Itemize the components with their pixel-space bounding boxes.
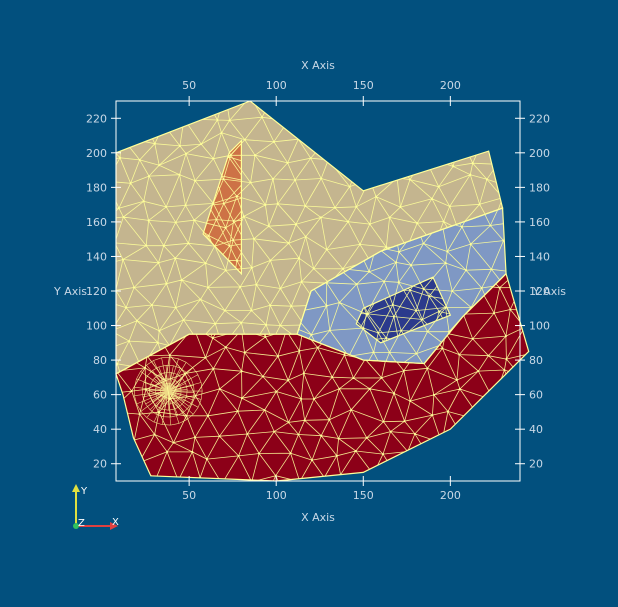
y-tick-label-left: 200 bbox=[86, 147, 107, 160]
x-tick-label-top: 200 bbox=[440, 79, 461, 92]
y-ticks-left: 20 40 60 80 100 120 140 160 180 200 220 bbox=[86, 112, 121, 471]
y-tick-label-left: 40 bbox=[93, 423, 107, 436]
x-tick-label-bottom: 150 bbox=[353, 489, 374, 502]
orientation-axes-widget: Y X Z bbox=[72, 484, 119, 530]
x-ticks-bottom: 50 100 150 200 bbox=[182, 476, 461, 502]
y-tick-label-left: 60 bbox=[93, 389, 107, 402]
y-tick-label-left: 20 bbox=[93, 458, 107, 471]
y-tick-label-right: 200 bbox=[529, 147, 550, 160]
red-region bbox=[116, 273, 529, 481]
y-tick-label-right: 160 bbox=[529, 216, 550, 229]
x-tick-label-top: 100 bbox=[266, 79, 287, 92]
x-tick-label-top: 50 bbox=[182, 79, 196, 92]
y-tick-label-right: 60 bbox=[529, 389, 543, 402]
x-arrowhead-icon bbox=[110, 522, 118, 530]
x-tick-label-bottom: 200 bbox=[440, 489, 461, 502]
z-arrow-icon bbox=[73, 523, 79, 529]
y-tick-label-left: 100 bbox=[86, 320, 107, 333]
y-tick-label-right: 80 bbox=[529, 354, 543, 367]
x-axis-label-bottom: X Axis bbox=[301, 511, 335, 524]
x-ticks-top: 50 100 150 200 bbox=[182, 79, 461, 106]
y-tick-label-left: 180 bbox=[86, 181, 107, 194]
y-ticks-right: 20 40 60 80 100 120 140 160 180 200 220 bbox=[515, 112, 550, 471]
y-tick-label-left: 120 bbox=[86, 285, 107, 298]
y-tick-label-left: 160 bbox=[86, 216, 107, 229]
y-tick-label-left: 140 bbox=[86, 250, 107, 263]
y-tick-label-right: 40 bbox=[529, 423, 543, 436]
x-tick-label-bottom: 100 bbox=[266, 489, 287, 502]
light-blue-region bbox=[297, 208, 507, 364]
y-arrowhead-icon bbox=[72, 484, 80, 492]
y-tick-label-right: 120 bbox=[529, 285, 550, 298]
x-axis-label-top: X Axis bbox=[301, 59, 335, 72]
axes-grid: 50 100 150 200 50 100 150 200 20 40 60 80 100 120 14… bbox=[53, 59, 566, 524]
y-tick-label-right: 220 bbox=[529, 112, 550, 125]
orientation-y-label: Y bbox=[80, 486, 88, 497]
dark-blue-region bbox=[356, 277, 451, 343]
mesh-boundary bbox=[115, 100, 530, 482]
x-tick-label-bottom: 50 bbox=[182, 489, 196, 502]
y-tick-label-right: 180 bbox=[529, 181, 550, 194]
y-tick-label-right: 100 bbox=[529, 320, 550, 333]
tan-region bbox=[116, 101, 503, 374]
y-tick-label-right: 140 bbox=[529, 250, 550, 263]
y-tick-label-right: 20 bbox=[529, 458, 543, 471]
y-axis-label-right: Y Axis bbox=[532, 285, 566, 298]
orientation-x-label: X bbox=[112, 517, 119, 528]
x-tick-label-top: 150 bbox=[353, 79, 374, 92]
y-axis-label-left: Y Axis bbox=[53, 285, 87, 298]
y-tick-label-left: 80 bbox=[93, 354, 107, 367]
orientation-z-label: Z bbox=[78, 518, 85, 529]
y-tick-label-left: 220 bbox=[86, 112, 107, 125]
mesh-regions bbox=[116, 101, 529, 481]
